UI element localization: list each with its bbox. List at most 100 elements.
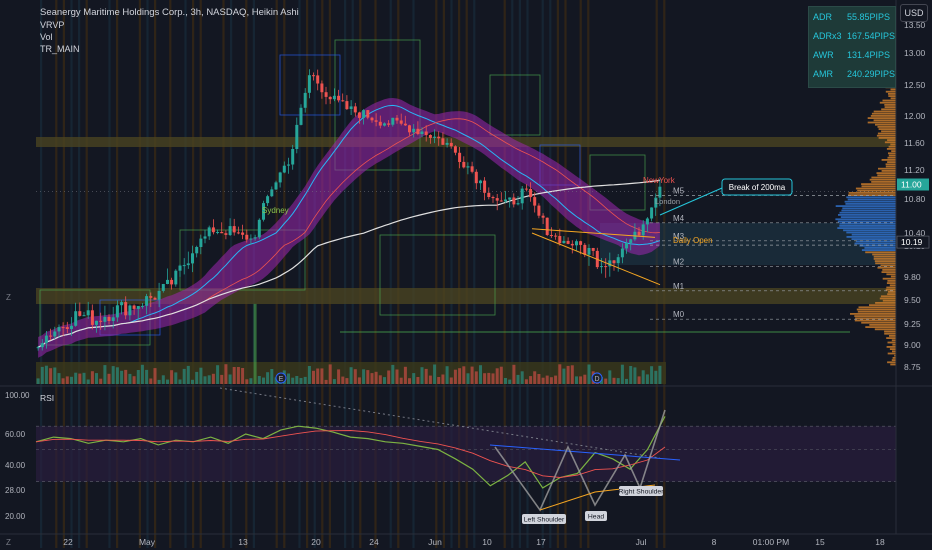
candle-body [78,311,82,316]
candle-body [520,188,524,204]
candle-body [95,320,98,325]
profile-bar [890,88,896,91]
volume-bar [629,366,633,384]
rsi-pane: RSI Left Shoulder Head Right Shoulder [0,385,932,524]
profile-bar [871,176,896,179]
candle-body [583,244,587,255]
pivot-label: M0 [673,310,685,319]
indicator-tr-main[interactable]: TR_MAIN [40,44,80,54]
volume-bar [86,379,90,384]
profile-bar [869,178,896,181]
profile-bar [876,172,896,174]
profile-bar [890,143,896,146]
indicator-vrvp[interactable]: VRVP [40,20,65,30]
candle-body [337,95,341,101]
stat-value: 55.85PIPS [847,12,891,22]
candle-body [53,331,57,337]
price-tick-label: 11.20 [904,165,925,175]
session-stripe [412,0,415,548]
volume-bar [186,365,190,384]
session-stripe [138,0,141,548]
neckline [489,444,681,461]
volume-bar [107,373,111,384]
currency-button[interactable]: USD [900,4,928,22]
candle-body [111,317,115,321]
price-tick-label: 12.00 [904,111,926,121]
profile-bar [884,141,896,144]
session-stripe [579,0,582,548]
pivot-label: M2 [673,258,685,267]
volume-bars [36,303,662,384]
profile-bar [854,319,896,322]
volume-bar [437,377,441,384]
time-tick-label: 10 [482,537,492,547]
volume-bar [90,371,94,384]
price-tick-label: 9.50 [904,295,921,305]
candle-body [658,186,662,198]
session-stripe [146,0,149,548]
profile-bar [886,273,896,276]
profile-bar [864,247,896,249]
volume-bar [312,370,315,384]
volume-bar [332,379,336,384]
candle-body [61,327,65,329]
volume-bar [449,377,453,384]
volume-bar [412,373,416,384]
session-stripe [169,0,172,548]
volume-bar [508,379,512,384]
volume-bar [95,373,98,384]
profile-bar [857,189,896,192]
volume-bar [61,378,65,384]
candle-body [103,316,107,322]
volume-bar [549,377,553,384]
volume-bar [65,376,69,384]
volume-bar [479,365,482,384]
candle-body [353,106,357,113]
volume-bar [483,373,487,384]
candle-body [312,75,315,77]
candle-body [575,241,578,246]
profile-bar [865,251,896,254]
volume-bar [554,375,558,384]
candle-body [241,232,245,235]
pattern-label-box [619,486,663,496]
session-stripe [587,0,590,548]
session-stripe [328,0,331,548]
volume-bar [232,367,236,384]
volume-bar [545,375,549,384]
profile-bar [870,115,896,117]
candle-body [278,172,282,183]
event-marker [591,372,603,384]
profile-bar [839,225,896,227]
profile-bar [848,192,896,194]
volume-bar [541,377,545,384]
pivot-label: M5 [673,186,685,195]
volume-bar [245,379,249,384]
stat-row-amr: AMR 240.29PIPS [813,69,895,79]
volume-bar [416,377,420,384]
candle-body [495,198,499,201]
session-label-newyork: NewYork [643,176,676,185]
rsi-tick-label: 28.00 [5,486,26,495]
volume-bar [111,366,115,384]
volume-bar [558,364,562,384]
profile-bar [867,121,896,124]
candle-body [178,265,182,271]
indicator-vol[interactable]: Vol [40,32,53,42]
profile-bar [844,200,896,203]
time-tick-label: 13 [238,537,248,547]
candle-body [132,305,136,309]
volume-bar [103,365,107,384]
stat-label: AMR [813,69,833,79]
candle-body [307,75,311,93]
profile-bar [891,359,896,361]
candle-body [374,120,378,122]
volume-bar [299,378,303,384]
session-stripe [450,0,453,548]
volume-bar [658,365,662,384]
candle-body [170,279,174,285]
profile-bar [887,156,896,159]
volume-bar [387,370,391,384]
